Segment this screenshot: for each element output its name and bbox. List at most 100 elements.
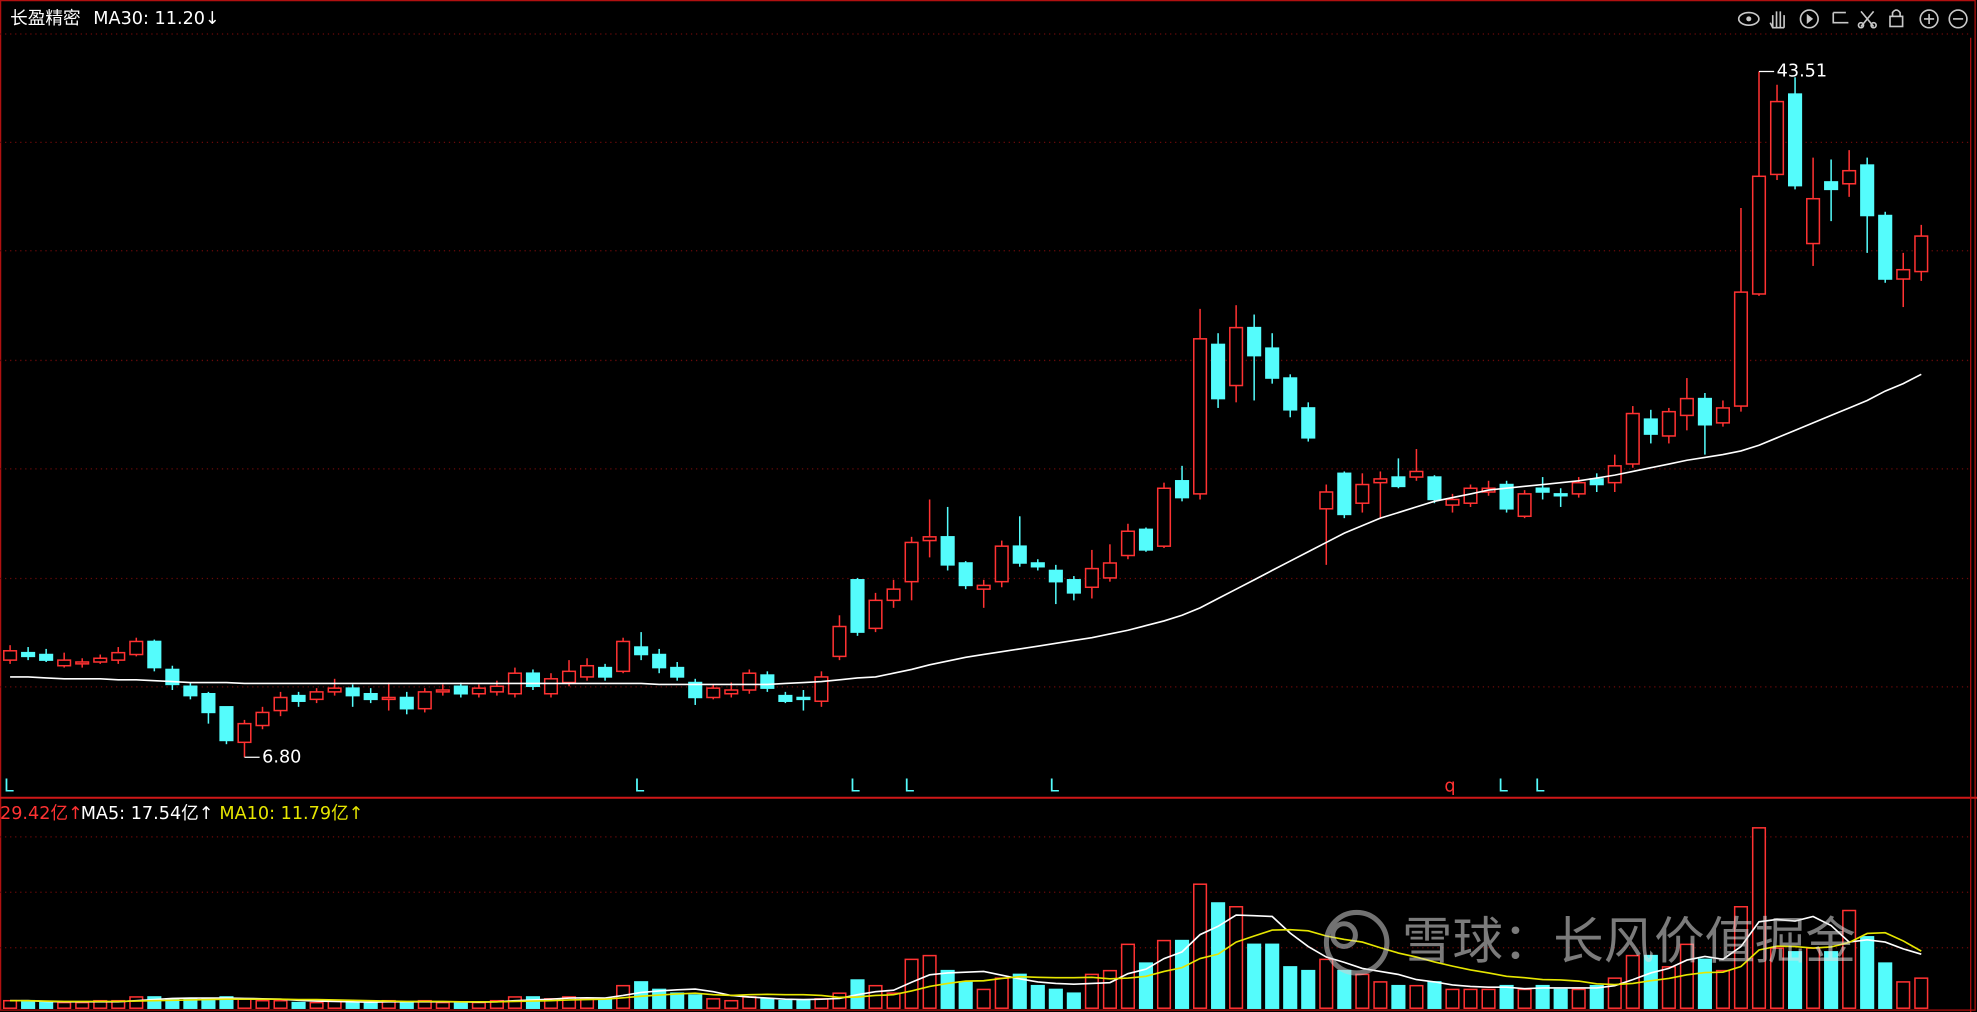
volume-bar	[1517, 988, 1532, 1009]
candle-body	[1661, 410, 1676, 437]
candle-body	[93, 657, 108, 663]
candle-body	[940, 536, 955, 566]
candle-body	[760, 674, 775, 689]
zoom-out-icon[interactable]	[1948, 9, 1968, 29]
volume-bar	[1427, 981, 1442, 1009]
candle-body	[1355, 483, 1370, 504]
stock-name: 长盈精密	[10, 8, 81, 29]
signal-mark: L	[1498, 776, 1508, 796]
candle-body	[561, 670, 577, 684]
volume-bar	[453, 1001, 468, 1009]
candle-body	[1265, 347, 1280, 379]
zoom-in-icon[interactable]	[1919, 9, 1939, 29]
candle-body	[1679, 397, 1694, 417]
volume-bar	[1481, 988, 1496, 1009]
candle-body	[688, 681, 703, 699]
signal-mark: L	[1049, 776, 1059, 796]
candle-body	[201, 692, 216, 714]
candle-body	[435, 689, 450, 693]
candle-body	[1769, 100, 1785, 176]
undo-icon[interactable]	[1832, 11, 1849, 24]
volume-bar	[976, 988, 991, 1009]
volume-bar	[598, 998, 613, 1009]
candle-body	[111, 651, 126, 661]
volume-bar	[1733, 905, 1749, 1009]
candle-body	[1787, 93, 1803, 187]
candle-body	[363, 692, 378, 701]
volume-bar	[814, 998, 829, 1009]
candle-body	[616, 640, 631, 673]
volume-bar	[1914, 977, 1929, 1009]
volume-bar	[1066, 992, 1081, 1009]
cut-icon[interactable]	[1857, 10, 1877, 29]
candle-body	[1337, 472, 1352, 516]
candle-body	[129, 640, 144, 656]
candle-body	[1409, 470, 1424, 478]
signal-mark: L	[4, 776, 14, 796]
candle-body	[327, 687, 342, 693]
candle-body	[1247, 326, 1262, 357]
candle-body	[57, 659, 72, 667]
candle-body	[1319, 491, 1334, 510]
volume-bar	[1229, 905, 1244, 1009]
candle-body	[652, 653, 667, 669]
candle-body	[21, 651, 36, 658]
volume-bar	[309, 1001, 324, 1009]
hand-icon[interactable]	[1769, 11, 1785, 29]
candle-body	[1535, 487, 1550, 493]
candle-body	[453, 685, 468, 695]
candle-body	[489, 685, 504, 693]
candle-body	[1499, 483, 1514, 510]
volume-bar	[471, 1001, 486, 1009]
volume-bar	[1265, 943, 1280, 1009]
candle-body	[1391, 476, 1406, 488]
volume-bar	[1553, 988, 1568, 1009]
candle-body	[832, 625, 847, 658]
volume-bar	[688, 994, 703, 1009]
candle-body	[75, 661, 90, 665]
candle-body	[778, 694, 793, 702]
candle-body	[1878, 214, 1893, 280]
candle-body	[1301, 407, 1316, 439]
volume-bar	[652, 988, 667, 1009]
candle-body	[219, 706, 234, 742]
candle-body	[1463, 487, 1478, 504]
volume-bar	[291, 1001, 306, 1009]
candle-body	[1824, 181, 1839, 191]
volume-bar	[1896, 981, 1911, 1009]
candle-body	[1174, 480, 1190, 499]
volume-bar	[1373, 981, 1388, 1009]
candle-body	[237, 722, 252, 744]
volume-bar	[1355, 973, 1370, 1009]
volume-bar	[1012, 973, 1027, 1009]
candle-body	[543, 678, 559, 695]
volume-bar	[742, 996, 757, 1009]
volume-bar	[904, 958, 919, 1009]
volume-bar	[778, 999, 793, 1009]
volume-bar	[525, 996, 541, 1009]
volume-bar	[489, 999, 504, 1009]
candle-body	[958, 562, 973, 587]
volume-bar	[940, 969, 955, 1009]
volume-bar	[507, 996, 522, 1009]
candle-body	[3, 650, 18, 661]
candle-body	[1373, 478, 1388, 484]
watermark-logo	[1323, 909, 1390, 976]
candle-body	[1012, 545, 1027, 564]
eye-icon[interactable]	[1737, 11, 1760, 27]
volume-bar	[1787, 951, 1803, 1009]
candle-body	[994, 545, 1009, 583]
candle-body	[1066, 579, 1081, 594]
candle-body	[399, 696, 414, 710]
play-icon[interactable]	[1799, 9, 1819, 29]
candle-body	[39, 653, 54, 661]
candle-body	[850, 579, 865, 633]
candle-body	[1842, 169, 1857, 185]
lock-icon[interactable]	[1889, 9, 1904, 28]
volume-bar	[21, 999, 36, 1009]
candle-body	[255, 711, 270, 727]
volume-bar	[1697, 958, 1712, 1009]
volume-bar	[129, 996, 144, 1009]
volume-bar	[1193, 883, 1208, 1009]
